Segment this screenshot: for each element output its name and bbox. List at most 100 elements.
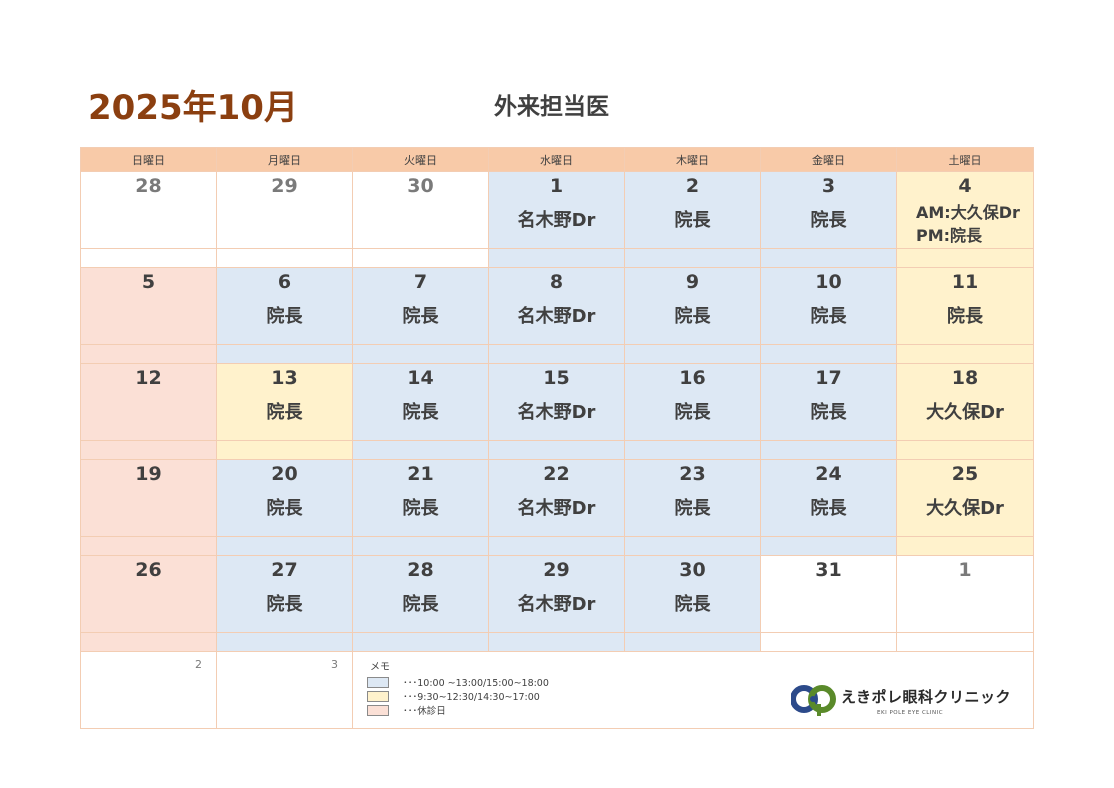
legend-text: ･･･9:30~12:30/14:30~17:00 [403, 692, 540, 703]
doctor-name: 名木野Dr [517, 498, 596, 519]
strip-cell [624, 344, 761, 364]
strip-cell [488, 344, 625, 364]
week-strip-row [80, 344, 1034, 364]
day-number: 6 [277, 271, 292, 293]
doctor-name: 院長 [674, 498, 711, 519]
doctor-name: 院長 [266, 402, 303, 423]
day-cell: 8 名木野Dr [488, 267, 625, 345]
day-number: 17 [815, 367, 842, 389]
day-number: 31 [815, 559, 842, 581]
day-cell: 23 院長 [624, 459, 761, 537]
clinic-name: えきポレ眼科クリニック [841, 688, 1012, 706]
day-cell: 20 院長 [216, 459, 353, 537]
day-cell: 6 院長 [216, 267, 353, 345]
strip-cell [624, 248, 761, 268]
day-number: 3 [331, 658, 338, 671]
day-number: 4 [958, 175, 972, 197]
day-cell: 1 [896, 555, 1034, 633]
strip-cell [216, 248, 353, 268]
day-cell: 10 院長 [760, 267, 897, 345]
legend-text: ･･･10:00 ~13:00/15:00~18:00 [403, 678, 549, 689]
day-number: 2 [195, 658, 202, 671]
strip-cell [80, 248, 217, 268]
clinic-name-en: EKI POLE EYE CLINIC [877, 710, 944, 716]
legend-swatch [367, 704, 389, 716]
day-cell: 12 [80, 363, 217, 441]
legend-item: ･･･9:30~12:30/14:30~17:00 [367, 690, 540, 703]
strip-cell [760, 440, 897, 460]
legend-item: ･･･10:00 ~13:00/15:00~18:00 [367, 676, 549, 689]
day-cell: 24 院長 [760, 459, 897, 537]
doctor-name: 名木野Dr [517, 306, 596, 327]
day-cell: 14 院長 [352, 363, 489, 441]
day-number: 22 [543, 463, 570, 485]
strip-cell [216, 536, 353, 556]
week-strip-row [80, 440, 1034, 460]
day-cell: 13 院長 [216, 363, 353, 441]
strip-cell [624, 632, 761, 652]
calendar-table: 日曜日 月曜日 火曜日 水曜日 木曜日 金曜日 土曜日 28 29 30 1 名木野Dr… [80, 147, 1034, 729]
strip-cell [760, 536, 897, 556]
weekday-sat: 土曜日 [896, 147, 1034, 172]
day-number: 23 [679, 463, 706, 485]
day-number: 28 [407, 559, 434, 581]
day-number: 1 [549, 175, 564, 197]
day-cell: 1 名木野Dr [488, 171, 625, 249]
day-cell: 27 院長 [216, 555, 353, 633]
day-number: 14 [407, 367, 434, 389]
day-number: 1 [958, 559, 972, 581]
doctor-name: 名木野Dr [517, 210, 596, 231]
day-number: 27 [271, 559, 298, 581]
strip-cell [488, 440, 625, 460]
day-number: 7 [413, 271, 428, 293]
next-month-day: 2 [80, 651, 217, 729]
day-cell: 30 院長 [624, 555, 761, 633]
strip-cell [760, 248, 897, 268]
day-number: 30 [679, 559, 706, 581]
day-number: 29 [271, 175, 298, 197]
doctor-name: 院長 [810, 306, 847, 327]
month-title: 2025年10月 [88, 88, 298, 128]
strip-cell [216, 344, 353, 364]
day-number: 13 [271, 367, 298, 389]
day-number: 25 [951, 463, 979, 485]
day-number: 2 [685, 175, 700, 197]
doctor-name: 院長 [402, 306, 439, 327]
clinic-logo: えきポレ眼科クリニック EKI POLE EYE CLINIC [791, 682, 1011, 727]
weekday-sun: 日曜日 [80, 147, 217, 172]
day-cell: 15 名木野Dr [488, 363, 625, 441]
day-number: 5 [141, 271, 156, 293]
logo-mark-icon [791, 685, 836, 716]
day-number: 15 [543, 367, 570, 389]
day-number: 26 [135, 559, 162, 581]
doctor-name: 院長 [402, 594, 439, 615]
memo-label: メモ [370, 662, 390, 673]
strip-cell [80, 536, 217, 556]
doctor-am: AM:大久保Dr [916, 203, 1020, 222]
day-number: 30 [407, 175, 434, 197]
day-cell: 18 大久保Dr [896, 363, 1034, 441]
doctor-name: 大久保Dr [926, 498, 1004, 519]
doctor-name: 院長 [674, 306, 711, 327]
strip-cell [216, 440, 353, 460]
day-cell: 28 院長 [352, 555, 489, 633]
strip-cell [760, 632, 897, 652]
day-cell: 28 [80, 171, 217, 249]
strip-cell [352, 536, 489, 556]
doctor-name: 院長 [810, 210, 847, 231]
day-cell: 29 [216, 171, 353, 249]
strip-cell [896, 248, 1034, 268]
strip-cell [896, 536, 1034, 556]
doctor-name: 院長 [266, 498, 303, 519]
strip-cell [896, 344, 1034, 364]
weekday-mon: 月曜日 [216, 147, 353, 172]
day-number: 3 [821, 175, 836, 197]
day-cell: 29 名木野Dr [488, 555, 625, 633]
strip-cell [352, 632, 489, 652]
strip-cell [488, 632, 625, 652]
legend-swatch [367, 676, 389, 688]
day-number: 29 [543, 559, 570, 581]
doctor-name: 院長 [947, 306, 983, 327]
doctor-name: 院長 [674, 402, 711, 423]
doctor-name: 院長 [810, 402, 847, 423]
